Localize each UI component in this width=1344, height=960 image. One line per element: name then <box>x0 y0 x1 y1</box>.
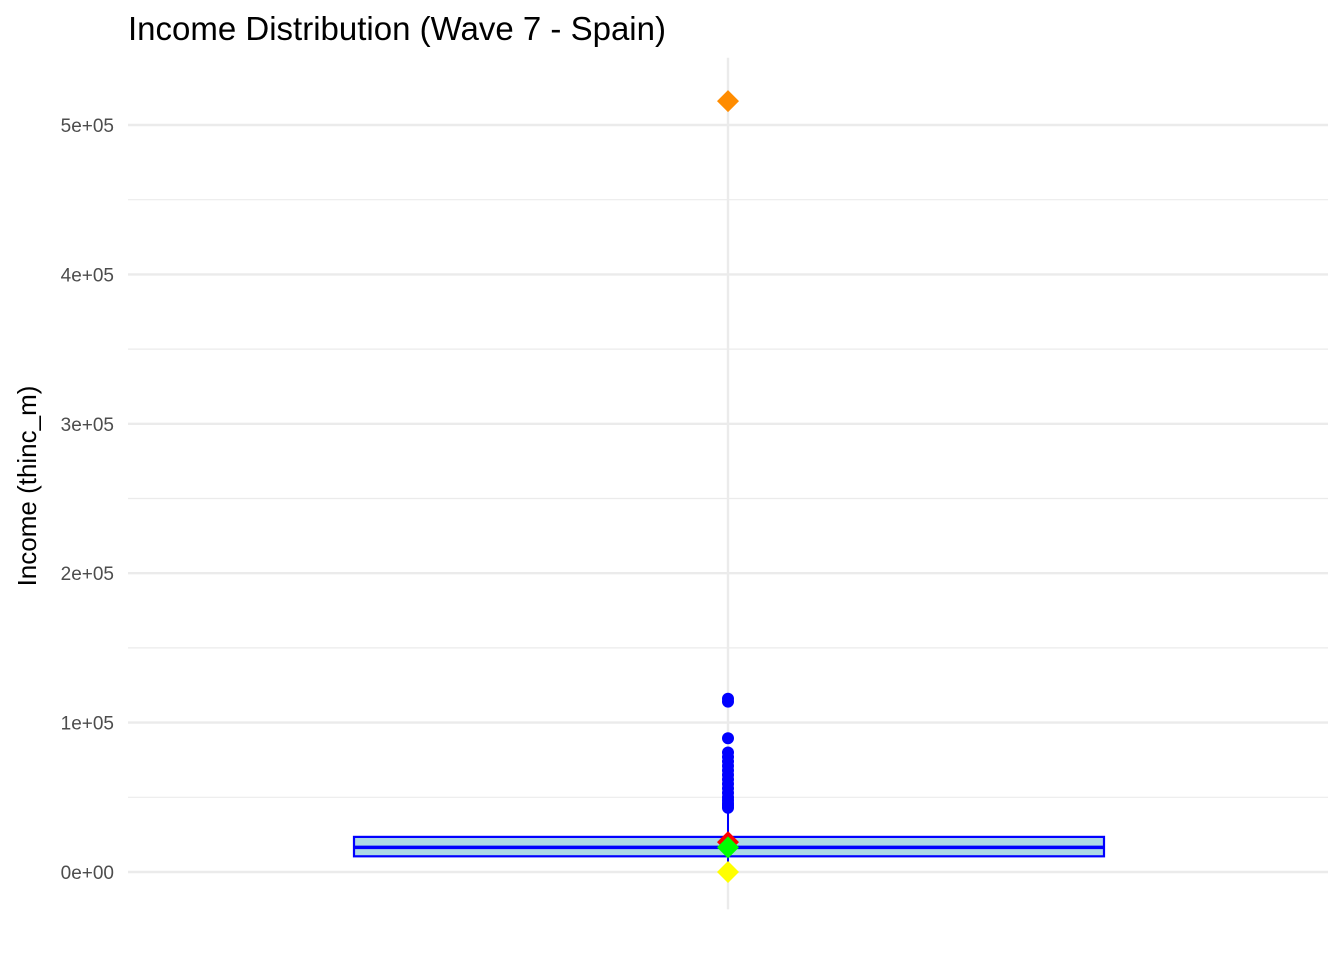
y-tick-label: 2e+05 <box>61 564 114 585</box>
outlier-points <box>722 692 734 814</box>
outlier-point <box>722 746 734 759</box>
outlier-point <box>722 692 734 705</box>
y-tick-label: 5e+05 <box>61 116 114 137</box>
y-axis-ticks: 0e+00 1e+05 2e+05 3e+05 4e+05 5e+05 <box>61 116 114 884</box>
max-marker <box>717 90 739 113</box>
median-marker <box>717 836 739 859</box>
summary-markers <box>717 90 739 883</box>
chart-title: Income Distribution (Wave 7 - Spain) <box>128 10 666 47</box>
y-tick-label: 3e+05 <box>61 415 114 436</box>
outlier-point <box>722 732 734 745</box>
y-tick-label: 1e+05 <box>61 714 114 735</box>
y-axis-label: Income (thinc_m) <box>12 386 42 587</box>
y-tick-label: 4e+05 <box>61 265 114 286</box>
min-marker <box>717 861 739 883</box>
y-tick-label: 0e+00 <box>61 863 114 884</box>
